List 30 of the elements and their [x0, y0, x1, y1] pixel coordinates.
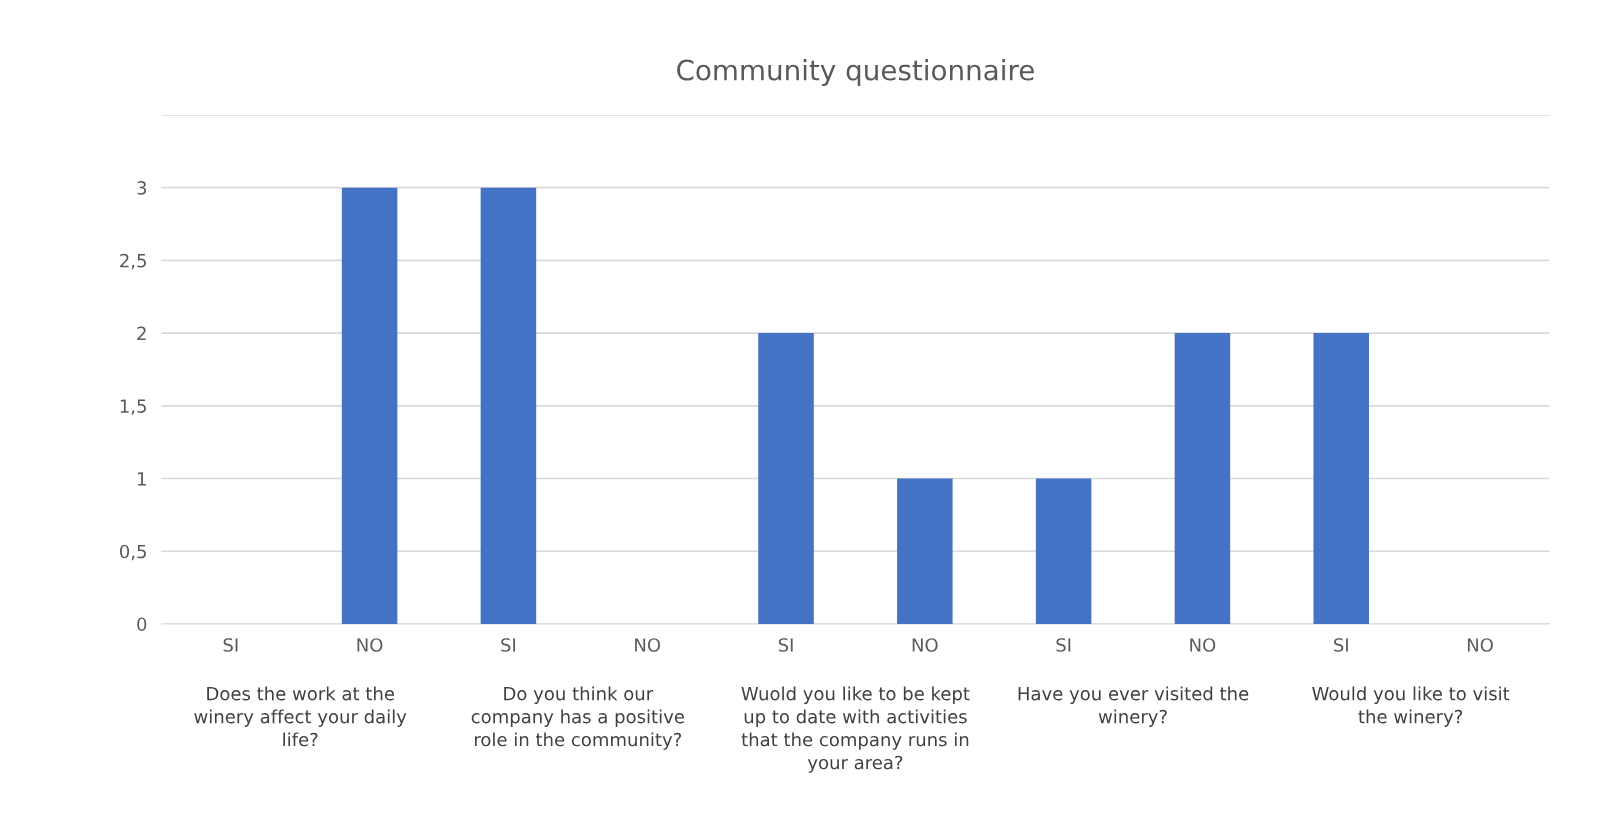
- text: Does the work at the winery affect your daily life?: [194, 686, 407, 747]
- y-tick-label: 2: [137, 326, 146, 340]
- bar: [1313, 333, 1369, 624]
- bar: [341, 187, 398, 624]
- y-tick-label: 3: [137, 181, 147, 195]
- text: Wuold you like to be kept up to date with activities that the company runs in your area?: [741, 686, 970, 773]
- x-tick-label: NO: [912, 638, 938, 652]
- y-tick-label: 0: [137, 617, 147, 632]
- text: Do you think our company has a positive role in the community?: [471, 686, 684, 750]
- text: Have you ever visited the winery?: [1018, 686, 1249, 727]
- x-tick-label: SI: [1056, 638, 1071, 652]
- y-tick-label: 1: [138, 472, 146, 486]
- x-tick-label: NO: [357, 638, 383, 652]
- y-tick-label: 0,5: [119, 544, 146, 561]
- chart-title: Community questionnaire: [677, 59, 1034, 86]
- y-tick-label: 2,5: [120, 253, 146, 270]
- x-tick-label: SI: [223, 638, 238, 652]
- text: Would you like to visit the winery?: [1312, 686, 1510, 727]
- bar: [1174, 333, 1231, 624]
- bar: [480, 187, 537, 624]
- x-tick-label: SI: [1334, 638, 1348, 652]
- x-tick-label: NO: [1467, 638, 1493, 652]
- x-tick-label: SI: [778, 638, 793, 652]
- x-tick-label: SI: [501, 638, 516, 652]
- x-tick-label: NO: [635, 638, 661, 652]
- bar: [1035, 478, 1092, 624]
- x-tick-label: NO: [1190, 638, 1216, 652]
- y-tick-label: 1,5: [120, 399, 146, 415]
- bar: [758, 333, 814, 624]
- bar: [897, 478, 953, 624]
